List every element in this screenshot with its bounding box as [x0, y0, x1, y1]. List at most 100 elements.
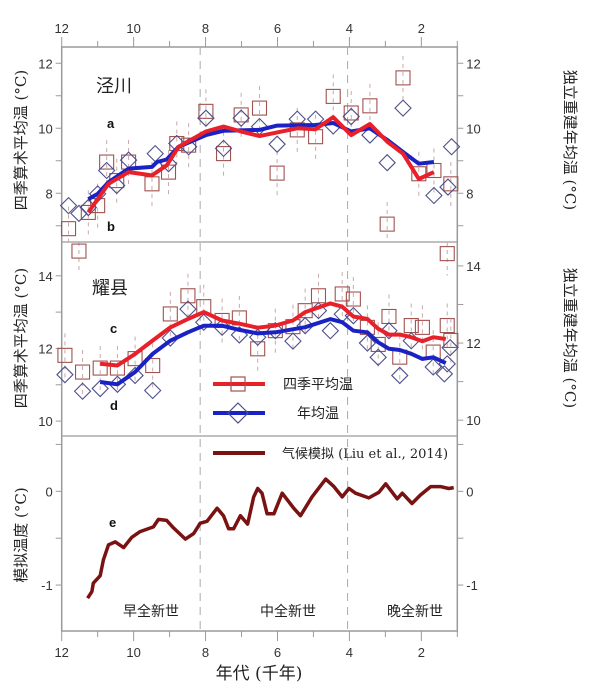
- seasonal-point-square: [57, 347, 73, 363]
- panel-label-a: a: [107, 116, 115, 131]
- seasonal-point-square: [269, 165, 285, 181]
- site-label-yaoxian: 耀县: [92, 278, 128, 299]
- annual-point-diamond: [197, 109, 215, 127]
- annual-point-diamond: [358, 334, 377, 352]
- annual-point-diamond: [161, 329, 180, 347]
- seasonal-point-square: [334, 286, 350, 302]
- annual-point-diamond: [214, 139, 233, 158]
- seasonal-point-square: [345, 291, 361, 307]
- annual-point-diamond: [425, 186, 443, 205]
- seasonal-point-square: [215, 146, 232, 162]
- legend-model-label: 气候模拟 (Liu et al., 2014): [282, 446, 448, 462]
- annual-point-diamond: [369, 348, 387, 367]
- x-tick-label-bottom: 10: [126, 645, 140, 660]
- x-axis-label: 年代 (千年): [216, 664, 303, 684]
- y-label-right-top: 独立重建年均温 (°C): [561, 70, 579, 210]
- y-tick-label-left: -1: [41, 578, 53, 593]
- legend-seasonal-label: 四季平均温: [283, 377, 353, 393]
- annual-point-diamond: [56, 365, 74, 384]
- y-label-left-top: 四季算术平均温 (°C): [12, 70, 30, 210]
- period-label-early: 早全新世: [123, 603, 179, 620]
- annual-point-diamond: [232, 109, 250, 127]
- x-tick-label-top: 6: [274, 21, 281, 36]
- annual-mean-line: [99, 317, 447, 387]
- x-tick-label-top: 4: [346, 21, 353, 36]
- seasonal-point-square: [439, 246, 455, 262]
- annual-point-diamond: [126, 366, 144, 385]
- seasonal-point-square: [99, 154, 115, 170]
- annual-point-diamond: [70, 204, 88, 223]
- seasonal-point-square: [145, 357, 161, 374]
- seasonal-mean-line: [86, 115, 435, 214]
- seasonal-mean-line: [99, 301, 447, 368]
- y-tick-label-right: 14: [466, 259, 480, 274]
- chart-marks: [56, 55, 461, 600]
- y-label-left-bottom: 模拟温度 (°C): [12, 487, 30, 582]
- legend-annual-diamond: [227, 402, 249, 424]
- legend-seasonal-square: [230, 376, 246, 392]
- annual-point-diamond: [59, 196, 78, 215]
- annual-point-diamond: [441, 338, 459, 357]
- seasonal-point-square: [75, 364, 91, 380]
- annual-point-diamond: [194, 313, 213, 332]
- y-tick-label-right: -1: [466, 578, 478, 593]
- panel-label-c: c: [110, 321, 117, 336]
- annual-point-diamond: [394, 99, 412, 117]
- seasonal-point-square: [162, 306, 178, 322]
- annual-point-diamond: [268, 135, 286, 153]
- seasonal-point-square: [343, 105, 359, 121]
- annual-point-diamond: [296, 316, 314, 335]
- seasonal-point-square: [233, 107, 249, 123]
- seasonal-point-square: [180, 288, 196, 304]
- seasonal-point-square: [439, 318, 455, 334]
- y-tick-label-right: 0: [466, 484, 473, 499]
- x-tick-label-top: 12: [54, 21, 68, 36]
- seasonal-point-square: [414, 319, 430, 335]
- seasonal-point-square: [198, 103, 214, 119]
- y-tick-label-right: 12: [466, 56, 480, 71]
- panel-label-b: b: [107, 219, 115, 234]
- seasonal-point-square: [395, 70, 411, 86]
- seasonal-point-square: [71, 243, 87, 259]
- annual-point-diamond: [439, 178, 457, 196]
- annual-point-diamond: [442, 137, 461, 156]
- period-label-middle: 中全新世: [260, 603, 316, 620]
- seasonal-point-square: [92, 360, 108, 376]
- panel-label-e: e: [109, 515, 116, 530]
- y-tick-label-left: 10: [38, 414, 52, 429]
- x-tick-label-top: 2: [418, 21, 425, 36]
- y-label-left-middle: 四季算术平均温 (°C): [12, 268, 30, 408]
- y-tick-label-left: 12: [38, 341, 52, 356]
- annual-point-diamond: [380, 321, 398, 340]
- annual-point-diamond: [424, 358, 442, 376]
- annual-point-diamond: [143, 381, 162, 400]
- x-tick-label-top: 10: [126, 21, 140, 36]
- annual-point-diamond: [378, 153, 396, 172]
- seasonal-point-square: [251, 100, 268, 116]
- x-tick-label-bottom: 4: [346, 645, 353, 660]
- annual-point-diamond: [435, 365, 454, 383]
- annual-point-diamond: [91, 379, 109, 398]
- annual-point-diamond: [284, 332, 302, 350]
- y-tick-label-right: 8: [466, 186, 473, 201]
- seasonal-point-square: [379, 216, 395, 232]
- panel-label-d: d: [110, 398, 118, 413]
- period-label-late: 晚全新世: [387, 603, 443, 620]
- x-tick-label-top: 8: [202, 21, 209, 36]
- seasonal-point-square: [60, 221, 77, 237]
- y-tick-label-left: 14: [38, 269, 52, 284]
- seasonal-point-square: [250, 341, 266, 357]
- legend-annual-label: 年均温: [297, 406, 339, 422]
- y-tick-label-left: 10: [38, 121, 52, 136]
- x-tick-label-bottom: 12: [54, 645, 68, 660]
- annual-point-diamond: [321, 321, 340, 340]
- site-label-jingchuan: 泾川: [96, 76, 132, 97]
- seasonal-point-square: [362, 98, 378, 114]
- y-tick-label-left: 12: [38, 56, 52, 71]
- y-tick-label-right: 10: [466, 413, 480, 428]
- x-tick-label-bottom: 8: [202, 645, 209, 660]
- annual-point-diamond: [390, 366, 409, 385]
- climate-model-line: [86, 477, 455, 600]
- seasonal-point-square: [325, 88, 341, 104]
